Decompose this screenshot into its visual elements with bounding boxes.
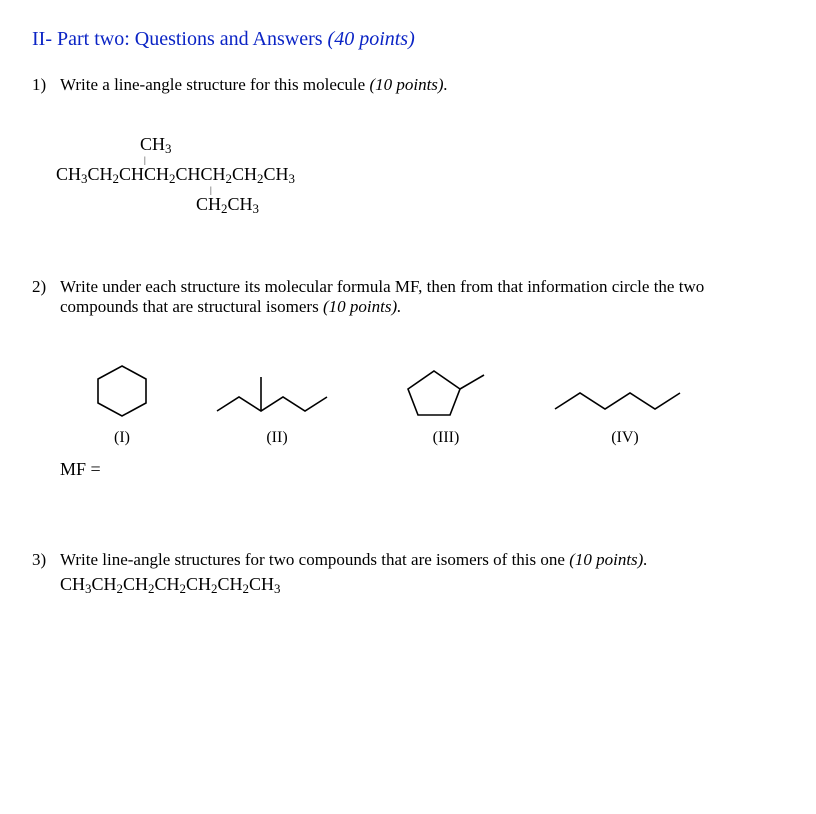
q2-number: 2) (32, 277, 60, 317)
branched-alkane-icon (212, 369, 342, 419)
q3-number: 3) (32, 550, 60, 570)
hexane-icon (550, 379, 700, 419)
q1-text: Write a line-angle structure for this mo… (60, 75, 369, 94)
question-3: 3) Write line-angle structures for two c… (32, 550, 784, 597)
q1-points: (10 points). (369, 75, 447, 94)
q3-body: Write line-angle structures for two comp… (60, 550, 784, 570)
q2-points: (10 points). (323, 297, 401, 316)
label-I: (I) (92, 429, 152, 447)
q2-body: Write under each structure its molecular… (60, 277, 784, 317)
mf-equals: MF = (60, 459, 784, 480)
label-III: (III) (402, 429, 490, 447)
q1-condensed-formula: CH3 | CH3CH2CHCH2CHCH2CH2CH3 | CH2CH3 (44, 135, 784, 217)
q3-points: (10 points). (569, 550, 647, 569)
structure-I: (I) (92, 363, 152, 447)
cyclohexane-icon (92, 363, 152, 419)
q1-number: 1) (32, 75, 60, 95)
label-II: (II) (212, 429, 342, 447)
methylcyclopentane-icon (402, 365, 490, 419)
section-heading: II- Part two: Questions and Answers (40 … (32, 28, 784, 51)
structure-II: (II) (212, 369, 342, 447)
heading-prefix: II- Part two: Questions and Answers (32, 28, 323, 50)
structure-III: (III) (402, 365, 490, 447)
q3-formula: CH3CH2CH2CH2CH2CH2CH3 (60, 574, 784, 597)
q3-text: Write line-angle structures for two comp… (60, 550, 569, 569)
question-1: 1) Write a line-angle structure for this… (32, 75, 784, 217)
q1-body: Write a line-angle structure for this mo… (60, 75, 784, 95)
structure-IV: (IV) (550, 379, 700, 447)
question-2: 2) Write under each structure its molecu… (32, 277, 784, 480)
q2-structures: (I) (II) (III) (IV) (92, 363, 784, 447)
heading-points: (40 points) (328, 28, 415, 50)
label-IV: (IV) (550, 429, 700, 447)
